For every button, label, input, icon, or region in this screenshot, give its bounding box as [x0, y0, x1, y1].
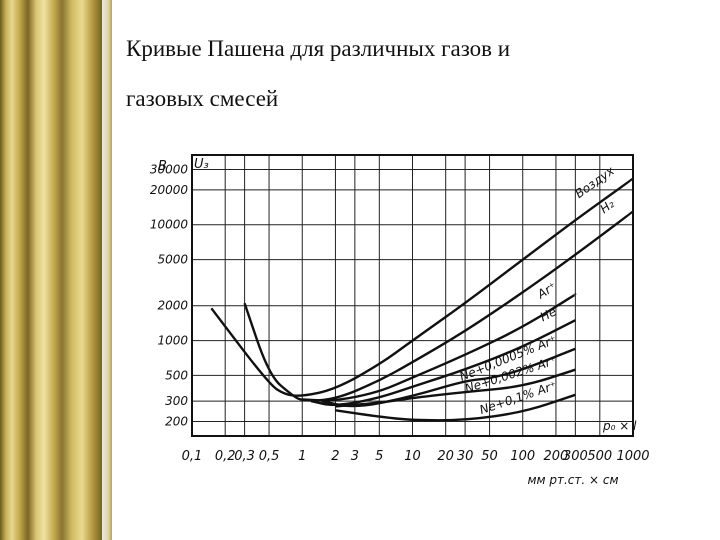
x-tick-label: 20: [437, 449, 454, 464]
chart-axes: [191, 154, 634, 437]
x-tick-label: 200: [544, 449, 569, 464]
x-axis-label-bottom: мм рт.ст. × см: [527, 473, 618, 487]
x-tick-label: 0,3: [234, 449, 255, 464]
x-tick-label: 0,1: [182, 449, 203, 464]
y-tick-label: 2000: [157, 299, 188, 313]
series-line: [335, 393, 576, 422]
series-line: [243, 210, 635, 402]
y-tick-label: 5000: [157, 253, 188, 267]
series-line: [335, 368, 576, 408]
decorative-border: [0, 0, 112, 540]
x-tick-label: 0,2: [215, 449, 236, 464]
chart-series: [210, 177, 635, 422]
y-tick-label: 1000: [157, 334, 188, 348]
x-tick-label: 30: [457, 449, 474, 464]
x-tick-label: 5: [375, 449, 383, 464]
series-line: [302, 293, 577, 402]
chart-grid: [191, 155, 634, 436]
y-tick-label: 20000: [150, 183, 188, 197]
title-line-2: газовых смесей: [126, 86, 279, 111]
x-tick-label: 10: [404, 449, 421, 464]
y-tick-label: 500: [165, 368, 188, 382]
x-tick-label: 50: [481, 449, 498, 464]
title-line-1: Кривые Пашена для различных газов и: [126, 36, 511, 61]
x-tick-label: 1: [298, 449, 306, 464]
x-axis-label-top: p₀ × l: [602, 419, 637, 433]
y-tick-label: 30000: [150, 162, 188, 176]
y-tick-label: 300: [165, 394, 188, 408]
series-line: [310, 319, 576, 406]
series-label: He: [538, 304, 559, 324]
x-tick-label: 2: [331, 449, 339, 464]
x-tick-label: 100: [510, 449, 535, 464]
x-tick-label: 300: [563, 449, 588, 464]
plot-frame: [191, 154, 634, 437]
x-tick-label: 3: [351, 449, 359, 464]
y-tick-label: 10000: [150, 218, 188, 232]
y-tick-label: 200: [165, 415, 188, 429]
x-tick-label: 0,5: [259, 449, 280, 464]
y-axis-label: U₃: [194, 157, 209, 172]
slide-title: Кривые Пашена для различных газов и газо…: [126, 24, 696, 124]
y-unit-label: В: [158, 159, 167, 174]
series-line: [210, 177, 635, 397]
x-tick-label: 1000: [616, 449, 649, 464]
x-tick-label: 500: [587, 449, 612, 464]
